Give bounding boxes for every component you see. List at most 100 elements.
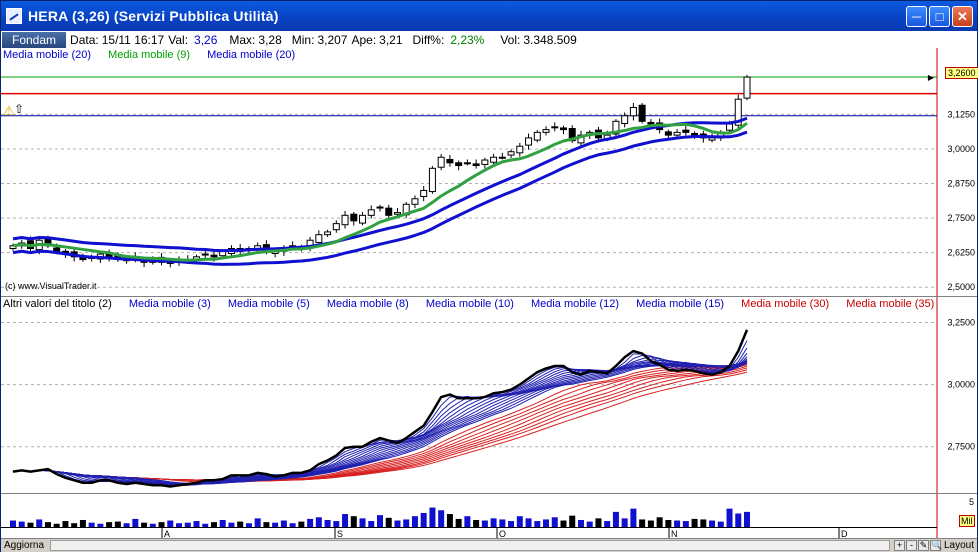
volume-bar <box>726 508 733 527</box>
legend-item[interactable]: Media mobile (5) <box>227 298 310 310</box>
magnifier-icon[interactable]: 🔍 <box>929 540 943 551</box>
moving-averages-chart[interactable]: 2,7500 3,0000 3,2500 <box>1 297 977 494</box>
legend-item[interactable]: Media mobile (20) <box>3 49 92 61</box>
vol-value: 3.348.509 <box>523 32 577 47</box>
price-chart[interactable]: 2,5000 2,6250 2,7500 2,8750 3,0000 3,1250 ▶ <box>1 48 977 296</box>
candle-body <box>498 156 506 159</box>
zoom-out-button[interactable]: - <box>905 540 917 551</box>
volume-bar <box>272 522 279 527</box>
volume-bar <box>167 520 174 527</box>
volume-bar <box>516 516 523 527</box>
quote-info-bar: Fondam Data: 15/11 16:17 Val: 3,26 Max: … <box>1 31 977 48</box>
candle-body <box>490 156 498 163</box>
volume-bar <box>394 520 401 527</box>
candle-body <box>682 129 690 133</box>
legend-item[interactable]: Media mobile (20) <box>207 49 296 61</box>
month-label: O <box>499 529 506 539</box>
data-label: Data: <box>70 32 99 47</box>
chart-app-icon <box>6 8 22 24</box>
ape-value: 3,21 <box>379 32 403 47</box>
candle-body <box>385 207 393 216</box>
legend-item[interactable]: Media mobile (8) <box>326 298 409 310</box>
volume-bar <box>342 514 349 527</box>
ma-blue-line <box>12 360 748 484</box>
volume-bar <box>534 521 541 527</box>
close-button[interactable]: ✕ <box>952 6 973 27</box>
volume-bar <box>44 522 51 527</box>
layout-button[interactable]: Layout <box>943 540 974 551</box>
legend-item[interactable]: Media mobile (10) <box>425 298 514 310</box>
fondam-tab[interactable]: Fondam <box>2 31 67 48</box>
legend-item[interactable]: Media mobile (3) <box>128 298 211 310</box>
candle-body <box>428 167 436 193</box>
legend-item[interactable]: Media mobile (9) <box>108 49 191 61</box>
minimize-button[interactable]: ─ <box>906 6 927 27</box>
val-value: 3,26 <box>194 32 218 47</box>
candle-body <box>734 98 742 126</box>
candle-body <box>542 129 550 133</box>
pencil-icon[interactable]: ✎ <box>917 540 929 551</box>
moving-averages-pane[interactable]: 2,7500 3,0000 3,2500 Altri valori del tito… <box>1 296 977 494</box>
refresh-button[interactable]: Aggiorna <box>4 540 45 551</box>
volume-bar <box>473 519 480 527</box>
volume-bar <box>10 520 16 527</box>
ma-y-tick: 3,2500 <box>947 317 975 327</box>
ma-20-upper-line <box>12 116 748 253</box>
volume-bar <box>315 517 322 527</box>
price-pane[interactable]: Media mobile (20) Media mobile (9) Media… <box>1 48 978 296</box>
candle-body <box>446 158 454 164</box>
candle-body <box>691 132 699 136</box>
volume-bar <box>674 520 681 527</box>
val-label: Val: <box>168 32 189 47</box>
candle-body <box>420 189 428 198</box>
candle-body <box>621 115 629 125</box>
diff-label: Diff%: <box>412 32 445 47</box>
candle-body <box>612 120 620 135</box>
maximize-button[interactable]: □ <box>929 6 950 27</box>
volume-bar <box>586 521 593 527</box>
title-bar[interactable]: HERA (3,26) (Servizi Pubblica Utilità) ─… <box>1 1 977 31</box>
volume-bar <box>621 518 628 527</box>
legend-item[interactable]: Media mobile (15) <box>636 298 725 310</box>
volume-bar <box>53 523 60 527</box>
ma-blue-line <box>12 362 748 485</box>
ma-red-line <box>12 361 748 484</box>
volume-bar <box>551 517 558 527</box>
volume-bar <box>307 518 314 527</box>
candle-body <box>516 145 524 154</box>
volume-bar <box>717 521 724 527</box>
candle-body <box>53 247 61 252</box>
volume-bar <box>202 523 209 527</box>
zoom-in-button[interactable]: + <box>893 540 905 551</box>
volume-bar <box>455 518 462 527</box>
volume-bar <box>630 508 637 527</box>
volume-bar <box>123 523 130 527</box>
alert-icon[interactable]: ⚠ <box>3 103 15 118</box>
volume-pane[interactable]: A S O N D 5 Mil <box>1 493 977 539</box>
volume-bar <box>193 521 200 527</box>
candle-body <box>568 127 576 142</box>
volume-bar <box>569 515 576 527</box>
month-label: N <box>671 529 678 539</box>
volume-bar <box>438 510 445 527</box>
candle-body <box>551 126 559 129</box>
ma-blue-line <box>12 360 748 486</box>
volume-bar <box>647 520 654 527</box>
candle-body <box>332 223 340 231</box>
volume-bar <box>106 522 113 527</box>
max-value: 3,28 <box>258 32 282 47</box>
volume-bar <box>481 520 488 527</box>
volume-bar <box>280 520 287 527</box>
volume-bar <box>359 518 366 527</box>
legend-item[interactable]: Altri valori del titolo (2) <box>3 298 112 310</box>
horizontal-scrollbar[interactable] <box>50 540 890 551</box>
volume-bar <box>149 523 156 527</box>
volume-bar <box>560 520 567 527</box>
window-title: HERA (3,26) (Servizi Pubblica Utilità) <box>28 8 279 24</box>
legend-item[interactable]: Media mobile (30) <box>741 298 830 310</box>
volume-bar <box>71 523 78 527</box>
legend-item[interactable]: Media mobile (35) <box>846 298 935 310</box>
legend-item[interactable]: Media mobile (12) <box>530 298 619 310</box>
